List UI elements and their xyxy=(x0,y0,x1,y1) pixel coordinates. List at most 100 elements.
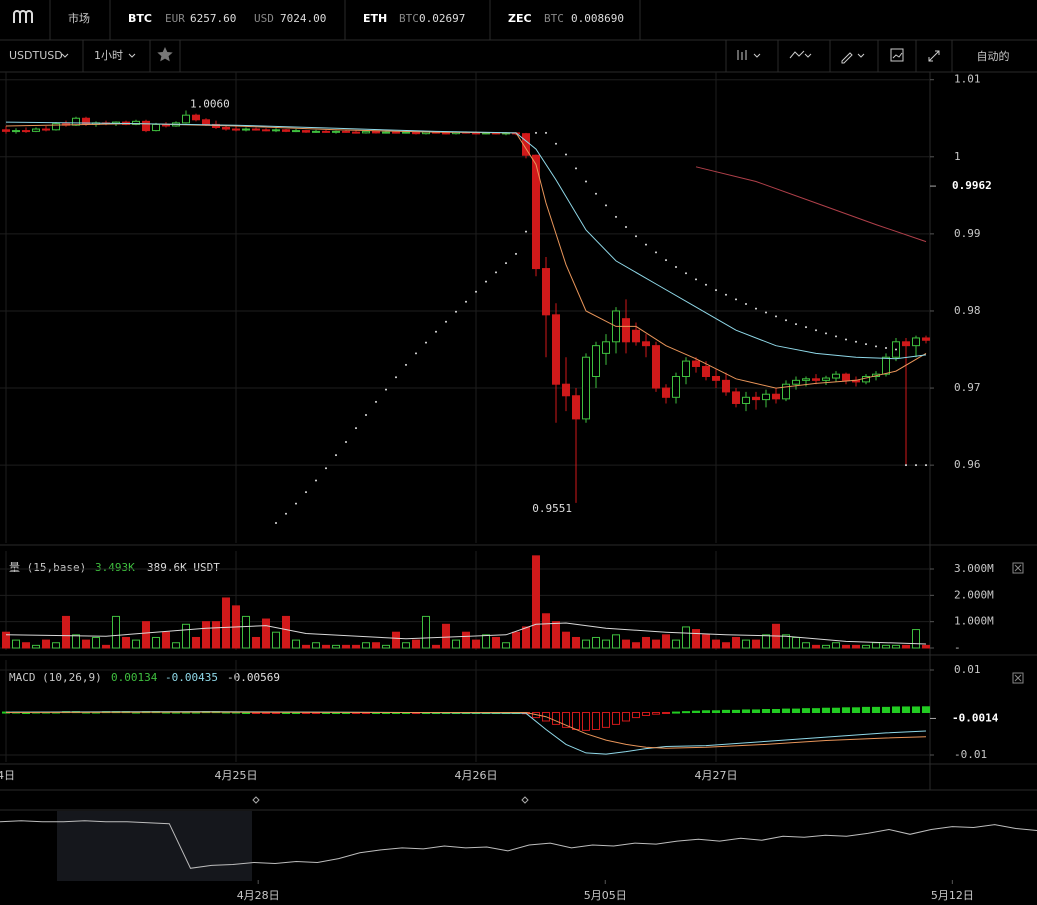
event-marker[interactable] xyxy=(521,796,529,804)
candle-body xyxy=(782,383,790,400)
ticker-symbol[interactable]: BTC xyxy=(128,12,152,25)
dropdown-caret xyxy=(128,53,136,58)
sar-dot xyxy=(375,400,377,403)
auto-scale-button[interactable]: 自动的 xyxy=(977,49,1010,63)
volume-bar xyxy=(482,634,490,649)
moving-average xyxy=(695,166,927,243)
candle-body xyxy=(682,360,690,377)
volume-bar xyxy=(822,644,830,649)
y-tick-label: 0.99 xyxy=(954,227,981,240)
candle-body xyxy=(592,345,600,377)
sar-dot xyxy=(665,259,667,262)
fullscreen-button[interactable] xyxy=(928,50,940,62)
y-tick-label: 1.01 xyxy=(954,73,981,86)
volume-bar xyxy=(262,618,270,649)
candle-body xyxy=(22,130,30,133)
macd-legend-value: -0.00435 xyxy=(165,671,218,684)
market-link[interactable]: 市场 xyxy=(68,11,90,25)
volume-bar xyxy=(572,636,580,649)
dropdown-caret xyxy=(61,53,69,58)
candle-body xyxy=(912,337,920,347)
candle-body xyxy=(902,341,910,347)
ticker-price: 7024.00 xyxy=(280,12,326,25)
sar-dot xyxy=(605,204,607,207)
symbol-select[interactable]: USDTUSD xyxy=(9,49,63,62)
sar-dot xyxy=(535,131,537,134)
ticker-currency: BTC xyxy=(399,12,419,25)
sar-dot xyxy=(725,293,727,296)
candle-body xyxy=(722,379,730,393)
ticker-symbol[interactable]: ZEC xyxy=(508,12,532,25)
sar-dot xyxy=(695,278,697,281)
candle-body xyxy=(312,130,320,133)
macd-bar xyxy=(832,707,840,713)
sar-dot xyxy=(455,310,457,313)
event-marker[interactable] xyxy=(252,796,260,804)
y-tick-label: 0.97 xyxy=(954,381,981,394)
chart-type-button[interactable] xyxy=(737,50,761,60)
sar-dot xyxy=(735,298,737,301)
volume-bar xyxy=(762,634,770,649)
macd-legend-title: MACD (10,26,9) xyxy=(9,671,102,684)
macd-bar xyxy=(782,708,790,713)
x-tick-label: 4日 xyxy=(0,769,15,782)
sar-dot xyxy=(785,319,787,322)
volume-bar xyxy=(782,634,790,649)
candle-body xyxy=(752,396,760,401)
volume-bar xyxy=(152,636,160,649)
favorite-star[interactable] xyxy=(157,47,173,62)
logo[interactable] xyxy=(13,10,33,23)
navigator-window[interactable] xyxy=(57,811,252,881)
candle-body xyxy=(802,378,810,381)
y-tick-label: 2.000M xyxy=(954,588,994,601)
volume-bar xyxy=(102,644,110,649)
macd-bar xyxy=(712,710,720,713)
icon xyxy=(789,50,812,59)
close-pane-button[interactable] xyxy=(1012,672,1024,684)
volume-bar xyxy=(52,642,60,649)
volume-bar xyxy=(62,615,70,649)
candle-body xyxy=(132,120,140,125)
candle-body xyxy=(742,396,750,404)
sar-dot xyxy=(505,262,507,265)
macd-bar xyxy=(862,706,870,713)
sar-dot xyxy=(615,215,617,218)
sar-dot xyxy=(635,235,637,238)
ticker-currency: BTC xyxy=(544,12,564,25)
navigator-tick-label: 5月05日 xyxy=(584,889,627,902)
volume-bar xyxy=(432,644,440,649)
volume-average xyxy=(5,622,927,645)
volume-bar xyxy=(842,644,850,649)
volume-bar xyxy=(412,639,420,649)
draw-button[interactable] xyxy=(841,52,865,64)
interval-select[interactable]: 1小时 xyxy=(94,49,123,62)
volume-bar xyxy=(332,644,340,649)
indicators-button[interactable] xyxy=(789,50,812,59)
macd-bar xyxy=(812,708,820,713)
sar-dot xyxy=(525,230,527,233)
macd-bar xyxy=(682,711,690,714)
volume-bar xyxy=(562,631,570,649)
volume-bar xyxy=(902,644,910,649)
candle-body xyxy=(662,387,670,398)
toolbar: USDTUSD 1小时 自动的 xyxy=(0,40,1037,73)
macd-legend-value: -0.00569 xyxy=(227,671,280,684)
y-tick-label: 1.000M xyxy=(954,615,994,628)
snapshot-button[interactable] xyxy=(890,48,904,62)
close-icon xyxy=(1014,674,1022,682)
volume-bar xyxy=(172,642,180,649)
candle-body xyxy=(792,379,800,385)
candle-body xyxy=(542,268,550,316)
sar-dot xyxy=(715,289,717,292)
close-pane-button[interactable] xyxy=(1012,562,1024,574)
macd-legend-value: 0.00134 xyxy=(111,671,158,684)
sar-dot xyxy=(855,340,857,343)
sar-dot xyxy=(925,464,927,467)
header-bg xyxy=(0,0,1037,40)
ticker-symbol[interactable]: ETH xyxy=(363,12,387,25)
candle-body xyxy=(202,119,210,125)
price-marker-label: 0.9962 xyxy=(952,179,992,192)
sar-dot xyxy=(915,464,917,467)
icon xyxy=(841,52,865,64)
macd-bar xyxy=(742,709,750,713)
